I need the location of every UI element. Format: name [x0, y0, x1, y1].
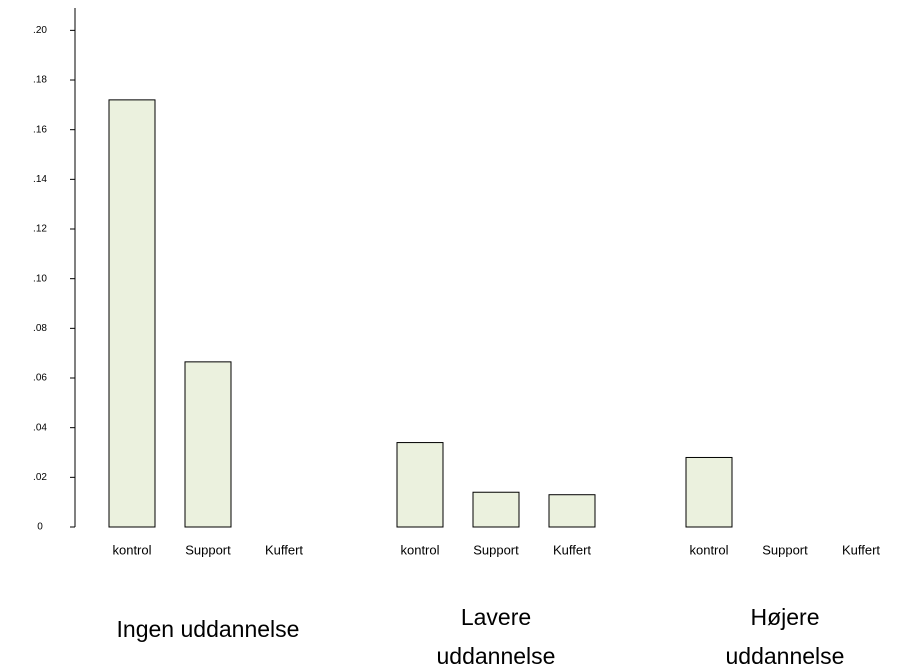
- sub-label: Support: [762, 542, 808, 557]
- group-label: Højere uddannelse: [725, 604, 845, 669]
- sub-label: Support: [185, 542, 231, 557]
- sub-label: Support: [473, 542, 519, 557]
- bar: [108, 99, 156, 528]
- bar: [472, 491, 520, 528]
- sub-label: kontrol: [689, 542, 728, 557]
- group-label: Lavere uddannelse: [436, 604, 556, 669]
- y-tick-label: .14: [33, 174, 47, 185]
- bar: [685, 456, 733, 528]
- y-tick-label: .16: [33, 124, 47, 135]
- sub-label: Kuffert: [842, 542, 880, 557]
- y-tick-label: .18: [33, 75, 47, 86]
- y-tick-label: 0: [37, 522, 43, 533]
- y-tick-label: .12: [33, 224, 47, 235]
- sub-label: Kuffert: [553, 542, 591, 557]
- sub-label: Kuffert: [265, 542, 303, 557]
- bar: [184, 361, 232, 528]
- y-tick-label: .02: [33, 472, 47, 483]
- y-tick-label: .04: [33, 422, 47, 433]
- bar: [396, 442, 444, 528]
- y-tick-label: .08: [33, 323, 47, 334]
- bar: [548, 494, 596, 528]
- group-label: Ingen uddannelse: [116, 616, 300, 642]
- sub-label: kontrol: [400, 542, 439, 557]
- y-tick-label: .20: [33, 25, 47, 36]
- sub-label: kontrol: [112, 542, 151, 557]
- y-tick-label: .10: [33, 273, 47, 284]
- y-tick-label: .06: [33, 373, 47, 384]
